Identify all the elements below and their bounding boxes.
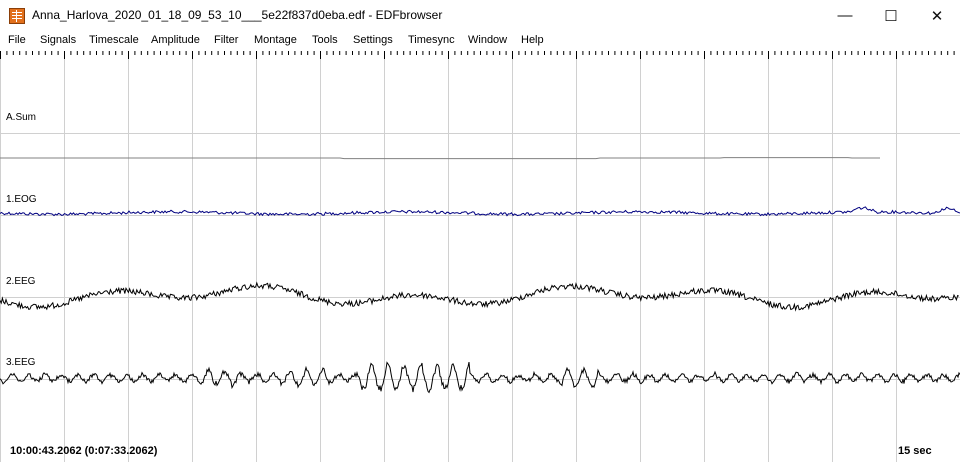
menu-settings[interactable]: Settings <box>353 34 393 46</box>
menu-amplitude[interactable]: Amplitude <box>151 34 200 46</box>
signal-trace-eeg2 <box>0 281 960 312</box>
minimize-button[interactable]: — <box>822 0 868 31</box>
signal-display-area[interactable]: A.Sum 1.EOG 2.EEG 3.EEG 10:00:43.2062 (0… <box>0 51 960 462</box>
menu-help[interactable]: Help <box>521 34 544 46</box>
menu-window[interactable]: Window <box>468 34 508 46</box>
menu-filter[interactable]: Filter <box>214 34 239 46</box>
menu-file[interactable]: File <box>8 34 26 46</box>
menu-timesync[interactable]: Timesync <box>408 34 455 46</box>
close-icon: ✕ <box>930 7 944 25</box>
menu-montage[interactable]: Montage <box>254 34 297 46</box>
maximize-button[interactable]: ☐ <box>868 0 914 31</box>
signal-label-eeg3[interactable]: 3.EEG <box>6 357 36 368</box>
signal-trace-asum <box>0 157 880 160</box>
edfbrowser-app-icon <box>9 8 25 24</box>
menu-bar: File Signals Timescale Amplitude Filter … <box>0 31 960 51</box>
signal-label-asum[interactable]: A.Sum <box>6 112 37 123</box>
time-position-readout: 10:00:43.2062 (0:07:33.2062) <box>10 445 158 457</box>
signal-trace-eog <box>0 206 960 217</box>
signal-label-eeg2[interactable]: 2.EEG <box>6 276 36 287</box>
close-button[interactable]: ✕ <box>914 0 960 31</box>
timescale-readout: 15 sec <box>898 445 932 457</box>
maximize-icon: ☐ <box>884 7 898 25</box>
window-title: Anna_Harlova_2020_01_18_09_53_10___5e22f… <box>32 8 443 22</box>
signal-trace-eeg3 <box>0 361 960 394</box>
signal-label-eog[interactable]: 1.EOG <box>6 194 37 205</box>
title-bar: Anna_Harlova_2020_01_18_09_53_10___5e22f… <box>0 0 960 31</box>
menu-signals[interactable]: Signals <box>40 34 77 46</box>
signal-canvas[interactable] <box>0 51 960 462</box>
menu-timescale[interactable]: Timescale <box>89 34 139 46</box>
minimize-icon: — <box>837 7 853 24</box>
menu-tools[interactable]: Tools <box>312 34 338 46</box>
